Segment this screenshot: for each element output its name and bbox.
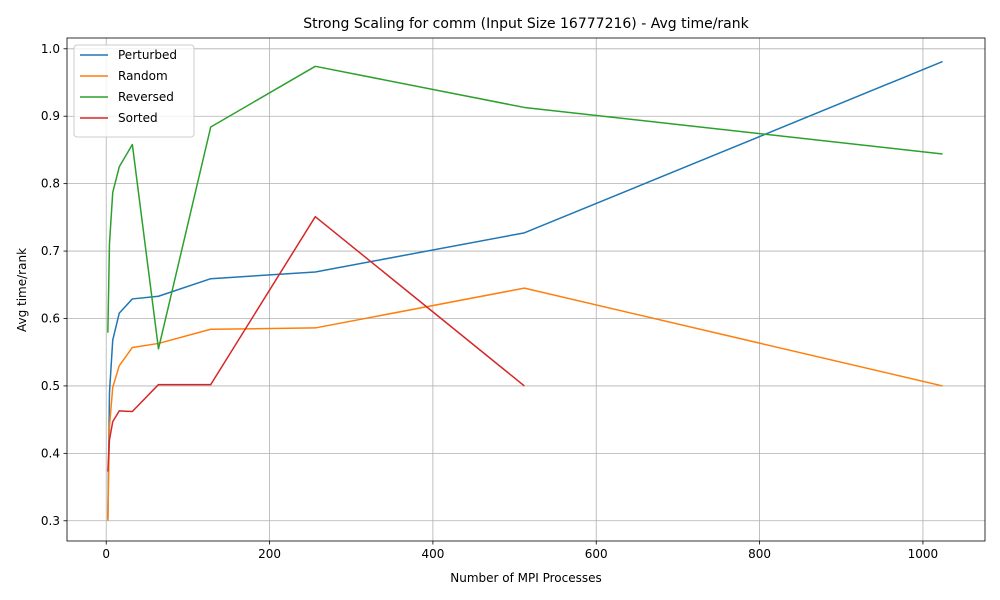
y-tick-label: 0.7 bbox=[41, 244, 60, 258]
legend-box bbox=[73, 44, 195, 138]
series-line-random bbox=[107, 287, 943, 521]
x-axis: 0 200 400 600 800 1000 bbox=[102, 541, 938, 561]
legend-label: Perturbed bbox=[118, 48, 177, 62]
x-tick-label: 0 bbox=[102, 547, 110, 561]
y-tick-label: 0.6 bbox=[41, 311, 60, 325]
y-tick-label: 0.5 bbox=[41, 379, 60, 393]
x-tick-label: 1000 bbox=[908, 547, 939, 561]
legend-label: Sorted bbox=[118, 111, 158, 125]
plot-frame bbox=[66, 37, 986, 542]
x-tick-label: 400 bbox=[421, 547, 444, 561]
series-sorted bbox=[107, 215, 525, 472]
y-tick-label: 1.0 bbox=[41, 42, 60, 56]
x-tick-label: 800 bbox=[748, 547, 771, 561]
y-tick-label: 0.8 bbox=[41, 177, 60, 191]
y-tick-label: 0.3 bbox=[41, 514, 60, 528]
series-group bbox=[107, 60, 943, 521]
x-tick-label: 200 bbox=[258, 547, 281, 561]
x-axis-label: Number of MPI Processes bbox=[450, 571, 602, 585]
legend-label: Reversed bbox=[118, 90, 174, 104]
series-reversed bbox=[107, 65, 943, 350]
series-perturbed bbox=[107, 60, 943, 520]
y-tick-label: 0.9 bbox=[41, 109, 60, 123]
y-tick-label: 0.4 bbox=[41, 446, 60, 460]
chart-title: Strong Scaling for comm (Input Size 1677… bbox=[303, 16, 749, 32]
x-tick-label: 600 bbox=[585, 547, 608, 561]
y-axis: 0.3 0.4 0.5 0.6 0.7 0.8 0.9 1.0 bbox=[41, 42, 67, 528]
series-line-reversed bbox=[107, 65, 943, 350]
legend: Perturbed Random Reversed Sorted bbox=[73, 44, 195, 138]
grid bbox=[67, 38, 985, 541]
series-line-perturbed bbox=[107, 60, 943, 520]
y-axis-label: Avg time/rank bbox=[15, 248, 29, 332]
plot-area bbox=[67, 38, 985, 541]
legend-label: Random bbox=[118, 69, 168, 83]
